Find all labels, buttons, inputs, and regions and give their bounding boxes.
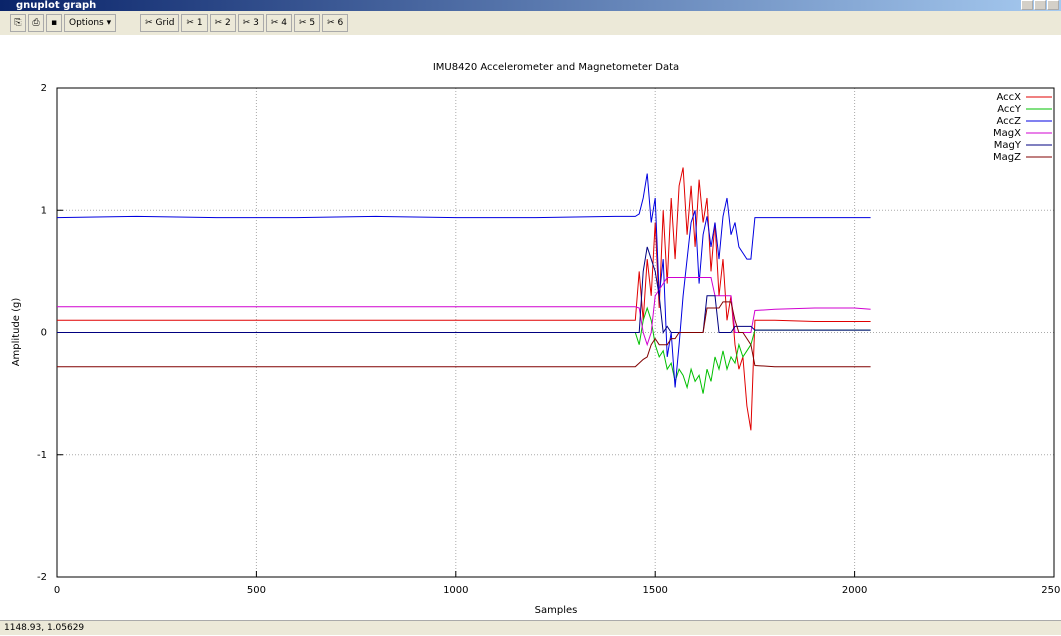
x-tick-label: 500 <box>247 585 266 596</box>
data-line <box>56 173 871 388</box>
x-tick-label: 2500 <box>1041 585 1061 596</box>
toolbar-button[interactable]: ✂ 4 <box>265 14 292 32</box>
x-tick-label: 0 <box>54 585 60 596</box>
save-button[interactable]: ▪ <box>46 14 62 32</box>
legend-label: AccX <box>996 92 1021 103</box>
options-button[interactable]: Options ▾ <box>64 14 117 32</box>
print-button[interactable]: ⎙ <box>28 14 44 32</box>
toolbar: ⎘ ⎙ ▪ Options ▾ ✂ Grid ✂ 1 ✂ 2 ✂ 3 ✂ 4 ✂ 5 ✂ 6 <box>0 12 1061 34</box>
legend-label: AccY <box>997 104 1022 115</box>
button-label: 4 <box>281 18 287 28</box>
toolbar-button[interactable]: ✂ 5 <box>293 14 321 32</box>
x-tick-label: 1000 <box>443 585 468 596</box>
status-text: 1148.93, 1.05629 <box>4 623 85 633</box>
button-label: 6 <box>337 18 344 28</box>
y-tick-label: -1 <box>37 450 47 461</box>
button-label: Grid <box>155 18 175 28</box>
status-bar: 1148.93, 1.05629 <box>0 620 1061 635</box>
toolbar-button[interactable]: ✂ 1 <box>181 14 208 32</box>
data-line <box>57 301 871 368</box>
copy-button[interactable]: ⎘ <box>10 14 26 32</box>
close-button[interactable] <box>1047 0 1059 10</box>
minimize-button[interactable] <box>1021 0 1033 10</box>
chart: IMU8420 Accelerometer and Magnetometer D… <box>0 35 1061 620</box>
toolbar-button[interactable]: ✂ Grid <box>140 14 180 32</box>
y-tick-label: 2 <box>41 83 47 94</box>
x-axis-label: Samples <box>535 605 578 616</box>
options-label: Options <box>69 18 104 28</box>
button-label: 5 <box>309 18 316 28</box>
legend-label: MagX <box>993 128 1021 139</box>
legend-label: AccZ <box>996 116 1021 127</box>
x-tick-label: 2000 <box>842 585 867 596</box>
maximize-button[interactable] <box>1034 0 1046 10</box>
y-axis-label: Amplitude (g) <box>11 298 22 367</box>
window-controls <box>1021 0 1059 11</box>
button-label: 2 <box>224 18 231 28</box>
x-tick-label: 1500 <box>642 585 667 596</box>
toolbar-button[interactable]: ✂ 6 <box>322 14 349 32</box>
legend-label: MagY <box>994 140 1022 151</box>
window-title: gnuplot graph <box>16 0 97 11</box>
y-tick-label: 1 <box>41 205 47 216</box>
legend-label: MagZ <box>993 152 1021 163</box>
y-tick-label: 0 <box>41 328 47 339</box>
toolbar-button[interactable]: ✂ 2 <box>209 14 236 32</box>
button-label: 3 <box>253 18 259 28</box>
plot-background <box>0 35 1061 620</box>
toolbar-button[interactable]: ✂ 3 <box>237 14 264 32</box>
chart-title: IMU8420 Accelerometer and Magnetometer D… <box>433 62 679 73</box>
button-label: 1 <box>196 18 203 28</box>
y-tick-label: -2 <box>37 572 47 583</box>
title-bar: gnuplot graph <box>0 0 1061 11</box>
